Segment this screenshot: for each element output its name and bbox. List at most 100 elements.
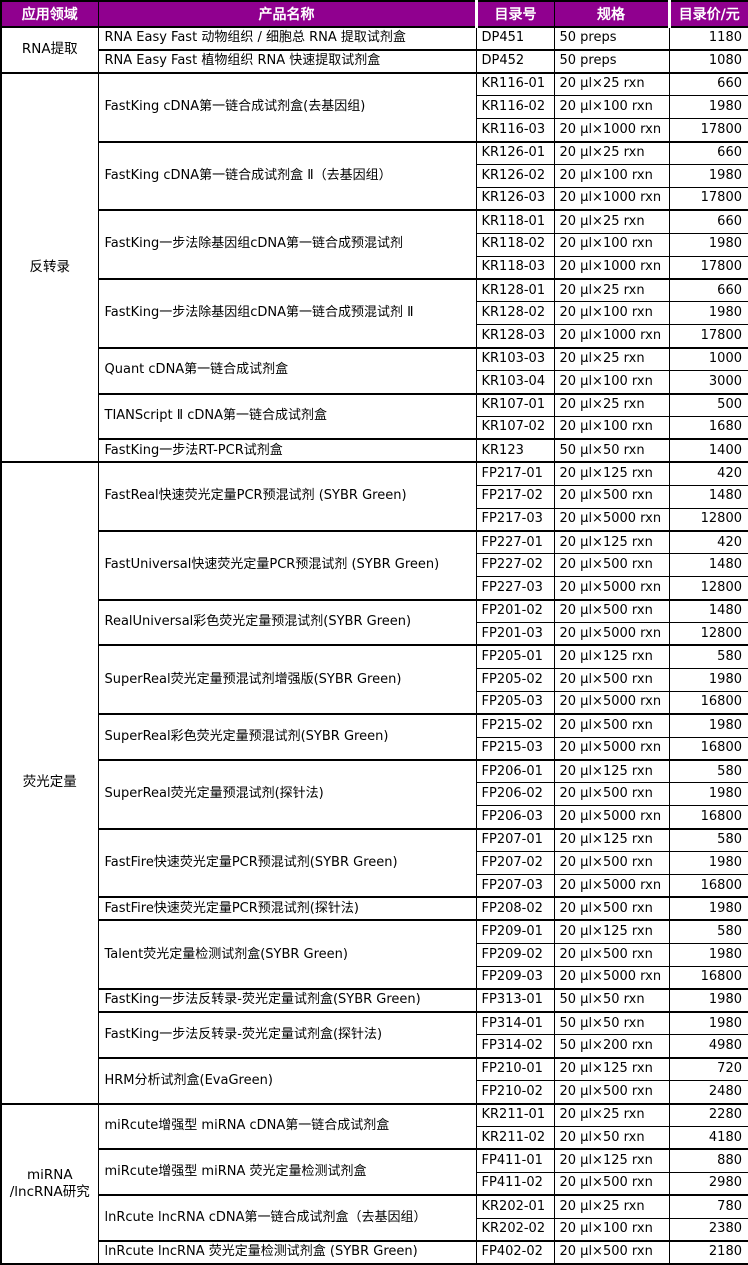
spec-cell: 20 μl×25 rxn [553, 277, 670, 303]
column-header-catalog: 目录号 [474, 0, 555, 28]
spec-cell: 20 μl×125 rxn [553, 1056, 670, 1082]
category-cell: 荧光定量 [0, 461, 99, 1105]
catalog-number-cell: FP207-01 [475, 827, 555, 853]
product-name-cell: Talent荧光定量检测试剂盒(SYBR Green) [97, 919, 477, 990]
spec-cell: 20 μl×25 rxn [553, 71, 670, 97]
price-cell: 2380 [668, 1217, 748, 1242]
spec-cell: 50 preps [553, 48, 670, 74]
table-row: KR128-03 20 μl×1000 rxn 17800 [1, 324, 748, 349]
spec-cell: 20 μl×125 rxn [553, 1148, 670, 1173]
catalog-number-cell: KR128-02 [475, 301, 555, 326]
spec-cell: 20 μl×5000 rxn [553, 690, 670, 715]
product-name-cell: lnRcute lncRNA cDNA第一链合成试剂盒（去基因组） [97, 1194, 477, 1242]
catalog-number-cell: KR211-01 [475, 1102, 555, 1127]
product-name-cell: FastKing一步法RT-PCR试剂盒 [97, 438, 477, 463]
product-name-cell: RNA Easy Fast 动物组织 / 细胞总 RNA 提取试剂盒 [97, 26, 477, 51]
header-row: 应用领域 产品名称 目录号 规格 目录价/元 [0, 0, 748, 28]
spec-cell: 50 preps [553, 26, 670, 51]
spec-cell: 20 μl×5000 rxn [553, 805, 670, 830]
catalog-number-cell: FP207-03 [475, 874, 555, 898]
catalog-number-cell: FP205-01 [475, 644, 555, 669]
catalog-number-cell: FP205-02 [475, 667, 555, 692]
table-row: HRM分析试剂盒(EvaGreen) FP210-01 20 μl×125 rxn 7… [1, 1056, 748, 1105]
price-cell: 17800 [668, 186, 748, 211]
spec-cell: 20 μl×125 rxn [553, 827, 670, 853]
catalog-number-cell: KR116-03 [475, 118, 555, 143]
table-row: lnRcute lncRNA 荧光定量检测试剂盒 (SYBR Green) FP4… [1, 1240, 748, 1265]
price-cell: 1480 [668, 553, 748, 578]
price-cell: 17800 [668, 324, 748, 349]
price-cell: 1980 [668, 1010, 748, 1036]
table-row: FP209-03 20 μl×5000 rxn 16800 [1, 965, 748, 990]
spec-cell: 20 μl×500 rxn [553, 667, 670, 692]
table-row: FastKing一步法反转录-荧光定量试剂盒(探针法) FP314-01 50 μl… [1, 1010, 748, 1059]
table-row: FastUniversal快速荧光定量PCR预混试剂 (SYBR Green) F… [1, 529, 748, 601]
spec-cell: 50 μl×50 rxn [553, 1010, 670, 1036]
price-cell: 2980 [668, 1171, 748, 1196]
spec-cell: 20 μl×25 rxn [553, 392, 670, 417]
price-cell: 1980 [668, 782, 748, 807]
column-header-price: 目录价/元 [667, 0, 748, 28]
catalog-number-cell: FP210-02 [475, 1080, 555, 1105]
price-cell: 16800 [668, 690, 748, 715]
price-cell: 580 [668, 827, 748, 853]
spec-cell: 20 μl×5000 rxn [553, 874, 670, 898]
table-row: KR116-02 20 μl×100 rxn 1980 [1, 95, 748, 120]
spec-cell: 20 μl×500 rxn [553, 484, 670, 509]
price-cell: 1980 [668, 851, 748, 876]
price-cell: 660 [668, 277, 748, 303]
price-cell: 420 [668, 461, 748, 486]
product-name-cell: RNA Easy Fast 植物组织 RNA 快速提取试剂盒 [97, 48, 477, 74]
price-cell: 1980 [668, 95, 748, 120]
price-cell: 1180 [668, 26, 748, 51]
price-cell: 660 [668, 140, 748, 165]
catalog-number-cell: KR116-01 [475, 71, 555, 97]
price-cell: 1000 [668, 346, 748, 372]
price-cell: 17800 [668, 255, 748, 280]
table-row: FP314-02 50 μl×200 rxn 4980 [1, 1034, 748, 1059]
product-name-cell: SuperReal彩色荧光定量预混试剂(SYBR Green) [97, 713, 477, 761]
table-row: FastKing一步法RT-PCR试剂盒 KR123 50 μl×50 rxn 140… [1, 438, 748, 463]
price-cell: 2280 [668, 1102, 748, 1127]
catalog-number-cell: FP217-01 [475, 461, 555, 486]
price-cell: 1980 [668, 163, 748, 188]
category-cell: miRNA /lncRNA研究 [0, 1102, 99, 1265]
price-cell: 500 [668, 392, 748, 417]
table-row: KR116-03 20 μl×1000 rxn 17800 [1, 118, 748, 143]
price-cell: 4980 [668, 1034, 748, 1059]
price-cell: 1080 [668, 48, 748, 74]
catalog-number-cell: KR103-03 [475, 346, 555, 372]
spec-cell: 20 μl×500 rxn [553, 942, 670, 967]
catalog-number-cell: FP217-02 [475, 484, 555, 509]
spec-cell: 20 μl×5000 rxn [553, 622, 670, 646]
spec-cell: 20 μl×500 rxn [553, 1240, 670, 1265]
catalog-number-cell: KR118-01 [475, 209, 555, 234]
spec-cell: 20 μl×100 rxn [553, 1217, 670, 1242]
spec-cell: 20 μl×25 rxn [553, 140, 670, 165]
table-row: FP207-02 20 μl×500 rxn 1980 [1, 851, 748, 876]
catalog-number-cell: FP206-03 [475, 805, 555, 830]
table-row: FastFire快速荧光定量PCR预混试剂(探针法) FP208-02 20 μl×… [1, 896, 748, 921]
spec-cell: 20 μl×5000 rxn [553, 576, 670, 601]
price-cell: 1980 [668, 301, 748, 326]
price-cell: 660 [668, 209, 748, 234]
price-cell: 12800 [668, 622, 748, 646]
catalog-number-cell: FP313-01 [475, 988, 555, 1013]
category-cell: 反转录 [0, 71, 99, 463]
table-row: miRcute增强型 miRNA 荧光定量检测试剂盒 FP411-01 20 μl×… [1, 1148, 748, 1196]
spec-cell: 50 μl×50 rxn [553, 438, 670, 463]
table-row: KR107-02 20 μl×100 rxn 1680 [1, 415, 748, 440]
catalog-number-cell: KR126-03 [475, 186, 555, 211]
price-cell: 580 [668, 759, 748, 784]
product-name-cell: TIANScript Ⅱ cDNA第一链合成试剂盒 [97, 392, 477, 440]
catalog-number-cell: KR107-01 [475, 392, 555, 417]
table-row: FP217-03 20 μl×5000 rxn 12800 [1, 507, 748, 532]
catalog-number-cell: KR128-01 [475, 277, 555, 303]
catalog-number-cell: KR118-02 [475, 232, 555, 257]
table-row: FastKing一步法除基因组cDNA第一链合成预混试剂 Ⅱ KR128-01 20… [1, 277, 748, 349]
catalog-number-cell: FP314-01 [475, 1010, 555, 1036]
catalog-number-cell: FP227-01 [475, 529, 555, 555]
catalog-number-cell: KR123 [475, 438, 555, 463]
